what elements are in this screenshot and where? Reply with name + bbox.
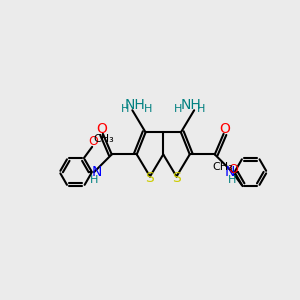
Text: NH: NH <box>125 98 146 112</box>
Text: O: O <box>220 122 230 136</box>
Text: H: H <box>228 175 237 185</box>
Text: H: H <box>197 104 206 114</box>
Text: H: H <box>90 175 98 185</box>
Text: S: S <box>172 171 181 185</box>
Text: N: N <box>92 165 102 179</box>
Text: O: O <box>228 163 238 176</box>
Text: CH₃: CH₃ <box>213 162 233 172</box>
Text: S: S <box>146 171 154 185</box>
Text: H: H <box>174 104 182 114</box>
Text: NH: NH <box>181 98 202 112</box>
Text: N: N <box>224 165 235 179</box>
Text: O: O <box>96 122 107 136</box>
Text: O: O <box>89 135 99 148</box>
Text: H: H <box>144 104 153 114</box>
Text: CH₃: CH₃ <box>93 134 114 144</box>
Text: H: H <box>121 104 129 114</box>
